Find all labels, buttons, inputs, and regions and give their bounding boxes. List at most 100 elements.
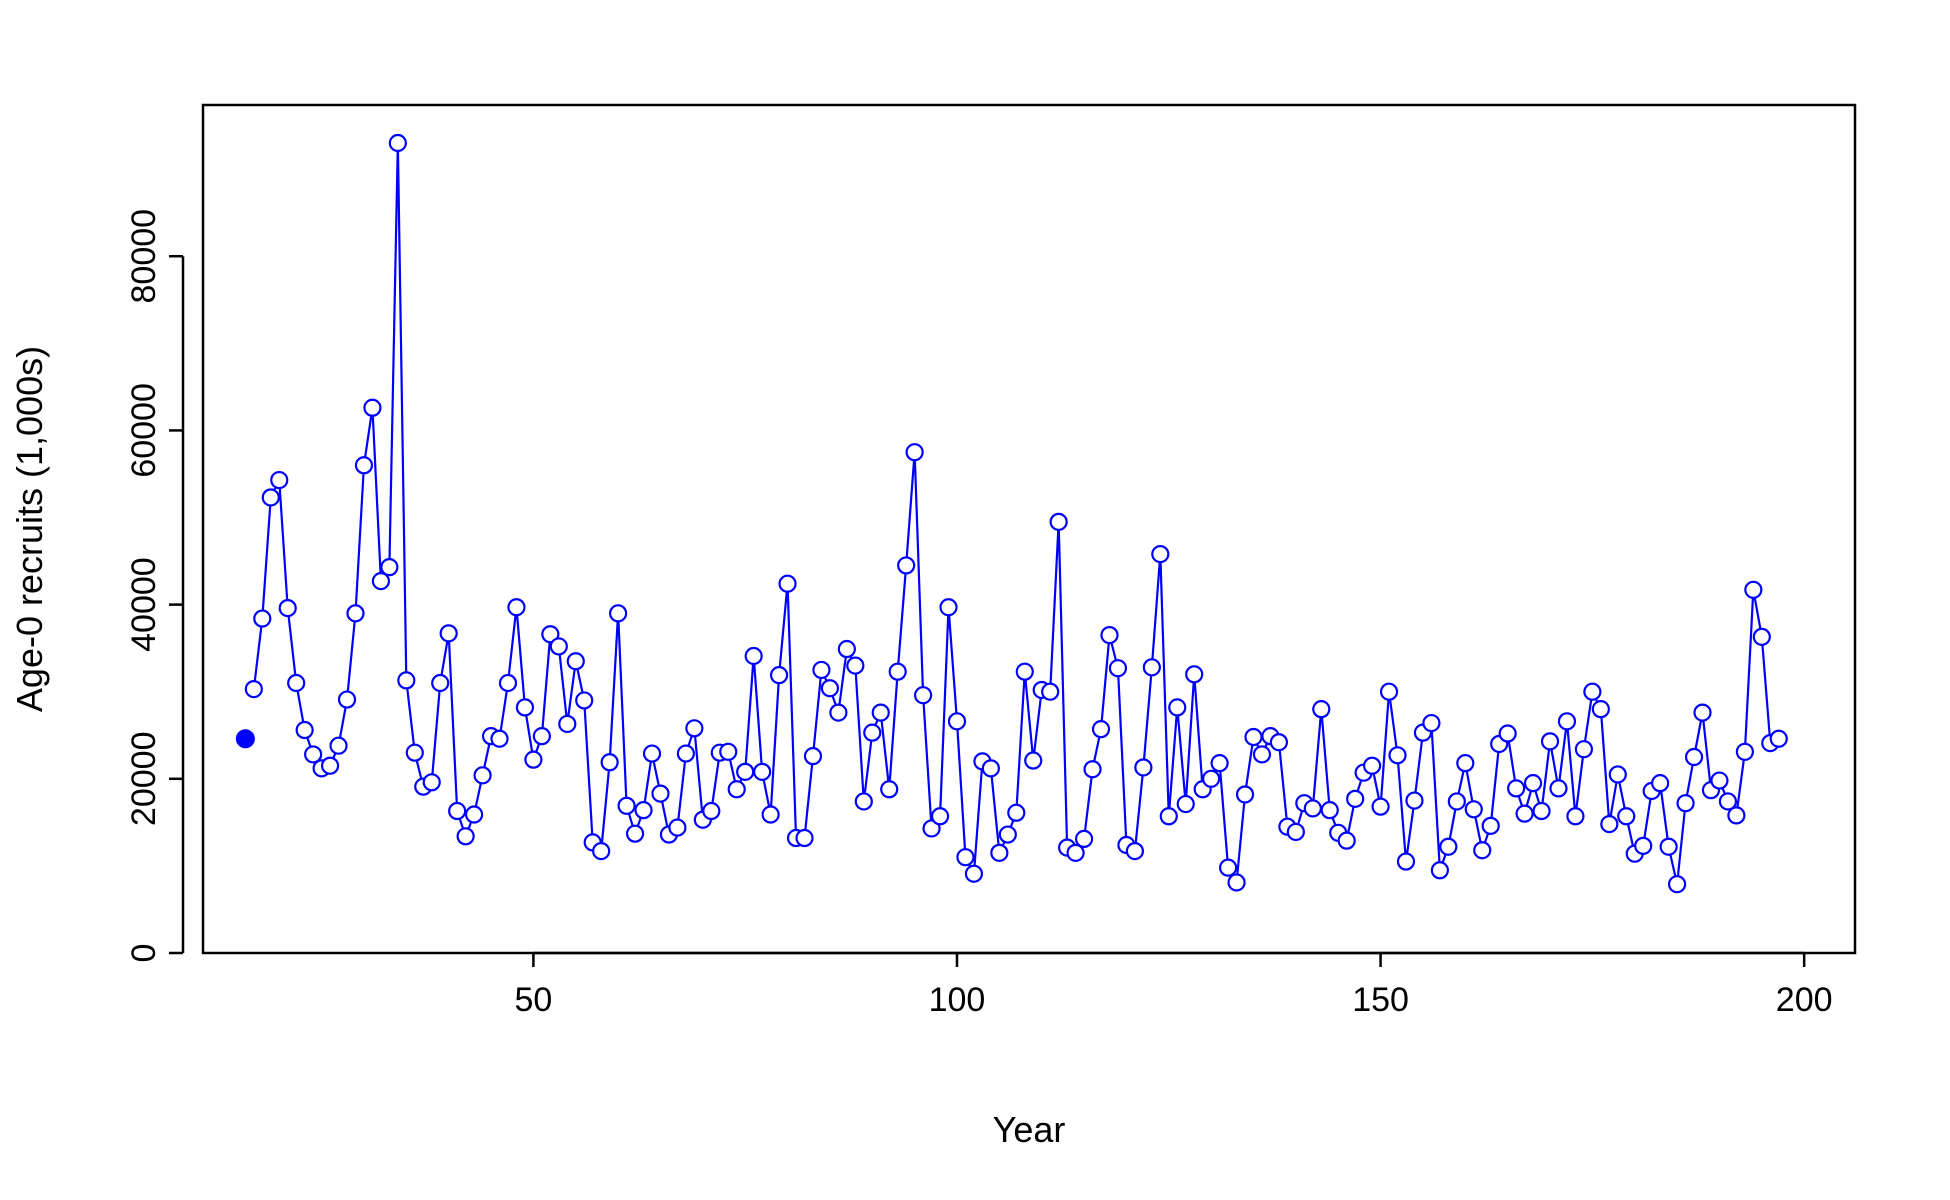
y-tick-label: 0 xyxy=(125,944,163,963)
data-point xyxy=(320,756,340,775)
data-point xyxy=(753,762,772,781)
data-point xyxy=(1608,765,1627,784)
data-point xyxy=(803,747,823,766)
initial-point xyxy=(235,729,255,749)
data-point xyxy=(1523,774,1543,793)
data-point xyxy=(1346,789,1365,808)
data-point xyxy=(930,807,950,826)
data-point xyxy=(1473,841,1492,860)
data-point xyxy=(1218,858,1238,877)
data-point xyxy=(727,780,746,799)
data-point xyxy=(990,843,1009,862)
data-point xyxy=(600,753,619,772)
data-point xyxy=(287,673,306,693)
data-point xyxy=(820,679,840,698)
x-axis-label: Year xyxy=(993,1109,1066,1150)
data-point xyxy=(1600,814,1619,834)
x-axis: 50 100 150 200 xyxy=(514,951,1833,1019)
data-point xyxy=(905,443,924,462)
data-point xyxy=(1151,544,1170,564)
data-point xyxy=(1447,792,1466,811)
data-point xyxy=(1566,807,1585,826)
data-point xyxy=(1718,792,1738,811)
data-point xyxy=(558,714,577,734)
data-point xyxy=(1405,791,1424,810)
data-point xyxy=(1676,794,1695,813)
data-point xyxy=(465,805,484,824)
data-point xyxy=(744,646,763,666)
data-point xyxy=(1727,806,1746,825)
data-point xyxy=(1549,779,1568,798)
data-point xyxy=(685,719,704,738)
data-point xyxy=(1557,712,1577,731)
data-point xyxy=(702,801,721,821)
data-point xyxy=(1735,742,1754,761)
data-point xyxy=(964,864,984,883)
data-point xyxy=(888,662,907,681)
data-point xyxy=(625,824,645,843)
data-point xyxy=(1210,754,1229,773)
data-point xyxy=(1439,837,1458,856)
x-tick-label: 150 xyxy=(1352,981,1409,1019)
data-point xyxy=(575,691,594,710)
data-point xyxy=(913,686,933,705)
data-point xyxy=(1507,779,1526,798)
data-point xyxy=(1481,816,1500,835)
data-point xyxy=(1074,829,1094,849)
data-point xyxy=(1066,843,1085,862)
data-point xyxy=(1498,724,1517,743)
data-point xyxy=(1540,732,1560,751)
data-point xyxy=(1007,803,1026,822)
data-point xyxy=(354,456,374,475)
data-point xyxy=(939,598,958,617)
data-point xyxy=(1667,875,1687,894)
data-point xyxy=(1159,807,1178,826)
data-point xyxy=(1591,700,1610,719)
data-point xyxy=(371,571,391,591)
data-point xyxy=(1752,627,1771,646)
data-point xyxy=(304,745,323,764)
data-point xyxy=(1142,658,1161,677)
data-point xyxy=(1371,797,1390,816)
data-point xyxy=(541,625,560,644)
data-point xyxy=(812,660,831,680)
data-point xyxy=(778,574,797,593)
data-point xyxy=(1100,625,1119,645)
x-tick-label: 100 xyxy=(929,981,986,1019)
data-point xyxy=(363,398,382,417)
data-point xyxy=(761,805,780,824)
data-point xyxy=(549,637,568,656)
data-point xyxy=(1744,580,1763,599)
data-point xyxy=(854,792,873,811)
data-point xyxy=(897,556,916,575)
data-point xyxy=(490,729,509,748)
data-point xyxy=(719,742,738,761)
data-point xyxy=(422,773,441,792)
data-point xyxy=(1388,746,1407,765)
data-point xyxy=(1320,801,1339,820)
data-point xyxy=(829,703,848,722)
y-axis: 0 20000 40000 60000 80000 xyxy=(125,209,185,963)
data-point xyxy=(1532,801,1551,821)
data-point xyxy=(1659,837,1678,856)
data-point xyxy=(947,712,967,731)
data-point xyxy=(1574,740,1594,759)
data-point xyxy=(1684,747,1704,767)
data-point xyxy=(1227,873,1246,892)
data-point xyxy=(1286,822,1305,842)
data-point xyxy=(1303,799,1322,818)
data-point xyxy=(346,604,365,623)
y-tick-label: 20000 xyxy=(125,732,163,827)
data-point xyxy=(922,819,941,838)
data-point xyxy=(1456,754,1475,773)
data-point xyxy=(956,848,975,867)
data-point xyxy=(1083,760,1102,779)
data-point xyxy=(1176,794,1195,814)
data-point xyxy=(1108,659,1128,678)
data-point xyxy=(592,841,611,861)
data-point xyxy=(397,671,416,690)
data-point xyxy=(295,720,314,740)
data-point xyxy=(1252,745,1272,764)
data-point xyxy=(998,825,1017,844)
